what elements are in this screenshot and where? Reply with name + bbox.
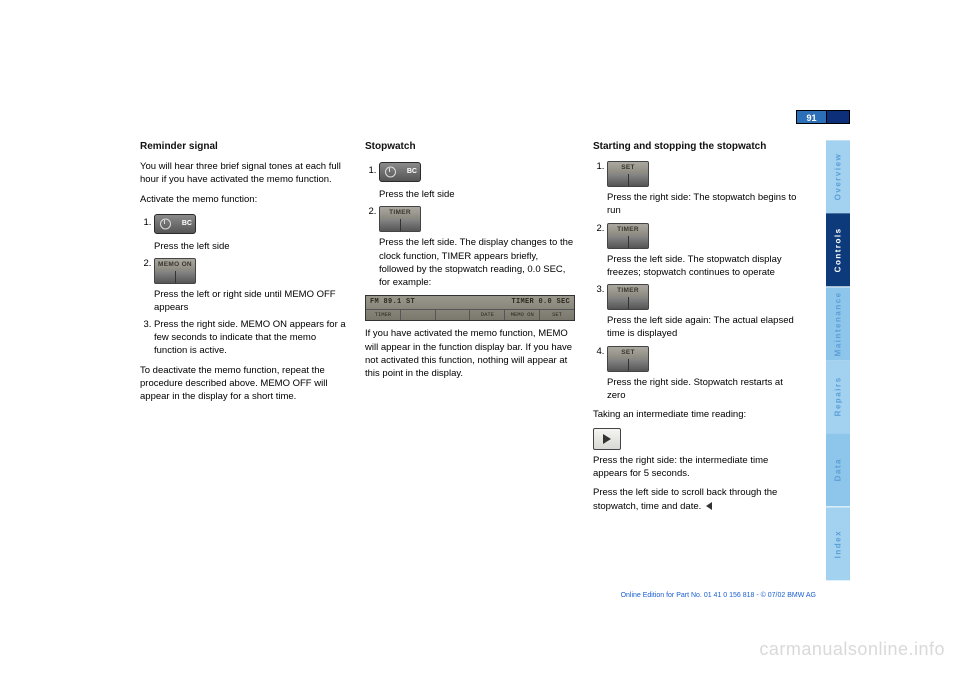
page-number: 91 — [796, 110, 826, 124]
tab-controls[interactable]: Controls — [826, 213, 850, 286]
content-columns: Reminder signal You will hear three brie… — [140, 140, 800, 519]
page-number-tail — [826, 110, 850, 124]
c2-step1: BC Press the left side — [379, 160, 575, 201]
left-arrow-icon — [706, 502, 712, 510]
c3-step2-text: Press the left side. The stopwatch displ… — [607, 254, 782, 278]
page-number-bar: 91 — [796, 110, 850, 124]
clock-bc-button-icon: BC — [379, 162, 421, 182]
c3-step4: SET Press the right side. Stopwatch rest… — [607, 345, 800, 403]
side-tabs: Overview Controls Maintenance Repairs Da… — [826, 140, 850, 580]
c3-p1: Taking an intermediate time reading: — [593, 408, 800, 421]
c1-step1-text: Press the left side — [154, 241, 230, 252]
c1-p1b: Activate the memo function: — [140, 193, 347, 206]
tab-overview[interactable]: Overview — [826, 140, 850, 213]
set-button-icon: SET — [607, 161, 649, 187]
heading-reminder: Reminder signal — [140, 140, 347, 154]
heading-stopwatch: Stopwatch — [365, 140, 575, 154]
clock-bc-button-icon: BC — [154, 214, 196, 234]
watermark: carmanualsonline.info — [759, 639, 945, 660]
display-top-right: TIMER 0.0 SEC — [511, 298, 570, 308]
column-2: Stopwatch BC Press the left side TIMER — [365, 140, 575, 519]
c3-p2: Press the left side to scroll back throu… — [593, 486, 800, 513]
c3-step3-text: Press the left side again: The actual el… — [607, 315, 794, 339]
c1-step1: BC Press the left side — [154, 212, 347, 253]
c3-step4-text: Press the right side. Stopwatch restarts… — [607, 377, 783, 401]
heading-start-stop: Starting and stopping the stopwatch — [593, 140, 800, 154]
tab-data[interactable]: Data — [826, 433, 850, 506]
set-button-icon: SET — [607, 346, 649, 372]
column-1: Reminder signal You will hear three brie… — [140, 140, 347, 519]
c2-step1-text: Press the left side — [379, 189, 455, 200]
timer-button-icon: TIMER — [379, 206, 421, 232]
c3-step1: SET Press the right side: The stopwatch … — [607, 160, 800, 218]
tab-repairs[interactable]: Repairs — [826, 360, 850, 433]
c1-step3: Press the right side. MEMO ON appears fo… — [154, 318, 347, 358]
footer-edition: Online Edition for Part No. 01 41 0 156 … — [621, 592, 816, 599]
c2-step2: TIMER Press the left side. The display c… — [379, 205, 575, 289]
c2-p1: If you have activated the memo function,… — [365, 327, 575, 380]
timer-button-icon: TIMER — [607, 284, 649, 310]
c3-step3: TIMER Press the left side again: The act… — [607, 283, 800, 341]
radio-display-strip: FM 89.1 ST TIMER 0.0 SEC TIMER DATE MEMO… — [365, 295, 575, 321]
c1-step2: MEMO ON Press the left or right side unt… — [154, 257, 347, 315]
c3-step2: TIMER Press the left side. The stopwatch… — [607, 222, 800, 280]
display-top-left: FM 89.1 ST — [370, 298, 415, 308]
c3-step1-text: Press the right side: The stopwatch begi… — [607, 192, 796, 216]
column-3: Starting and stopping the stopwatch SET … — [593, 140, 800, 519]
memo-on-button-icon: MEMO ON — [154, 258, 196, 284]
display-bottom-row: TIMER DATE MEMO ON SET — [366, 309, 574, 320]
right-arrow-button-icon — [593, 428, 621, 450]
timer-button-icon: TIMER — [607, 223, 649, 249]
c1-p2: To deactivate the memo function, repeat … — [140, 364, 347, 404]
c3-dir-text: Press the right side: the intermediate t… — [593, 454, 800, 481]
c1-step2-text: Press the left or right side until MEMO … — [154, 289, 336, 313]
manual-page: 91 Overview Controls Maintenance Repairs… — [110, 110, 850, 605]
tab-index[interactable]: Index — [826, 507, 850, 580]
tab-maintenance[interactable]: Maintenance — [826, 287, 850, 360]
c2-step2-text: Press the left side. The display changes… — [379, 237, 573, 288]
c1-p1a: You will hear three brief signal tones a… — [140, 160, 347, 187]
